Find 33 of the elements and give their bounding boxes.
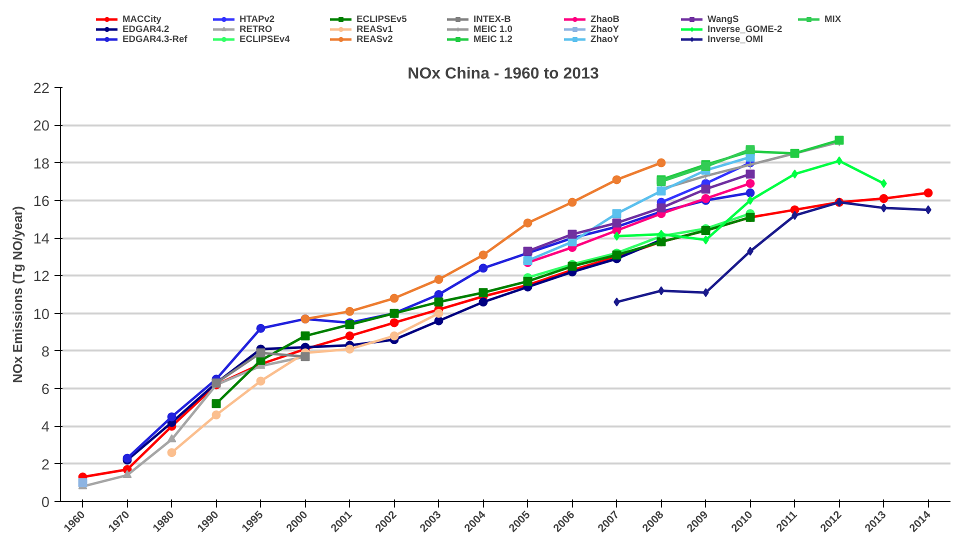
y-tick-label: 6 xyxy=(41,382,50,398)
legend-label: ZhaoY xyxy=(590,34,620,44)
legend-label: MACCity xyxy=(122,14,162,24)
legend-label: EDGAR4.2 xyxy=(122,24,170,34)
legend-label: ZhaoY xyxy=(590,24,620,34)
y-tick-label: 8 xyxy=(41,344,50,360)
y-tick-label: 22 xyxy=(33,81,50,97)
legend-label: REASv2 xyxy=(356,34,394,44)
legend-label: Inverse_OMI xyxy=(708,34,764,44)
legend-label: EDGAR4.3-Ref xyxy=(122,34,188,44)
legend-label: ECLIPSEv4 xyxy=(240,34,291,44)
legend-label: RETRO xyxy=(240,24,274,34)
legend-label: INTEX-B xyxy=(474,14,512,24)
y-tick-label: 16 xyxy=(33,194,50,210)
y-tick-label: 10 xyxy=(33,306,50,323)
legend-label: WangS xyxy=(708,14,740,24)
legend-label: HTAPv2 xyxy=(240,14,276,24)
y-tick-label: 2 xyxy=(41,457,50,474)
y-axis-title: NOx Emissions (Tg NO/year) xyxy=(10,206,26,383)
y-tick-label: 18 xyxy=(33,156,50,172)
y-tick-label: 20 xyxy=(33,118,50,135)
legend-label: MEIC 1.0 xyxy=(474,24,514,34)
legend-label: Inverse_GOME-2 xyxy=(708,24,784,34)
legend-label: REASv1 xyxy=(356,24,394,34)
legend-label: ECLIPSEv5 xyxy=(356,14,408,24)
y-tick-label: 4 xyxy=(41,420,50,436)
legend-label: MEIC 1.2 xyxy=(474,34,514,44)
y-tick-label: 0 xyxy=(41,495,50,511)
legend-label: MIX xyxy=(824,14,842,24)
y-tick-label: 14 xyxy=(33,232,50,248)
chart-title: NOx China - 1960 to 2013 xyxy=(408,66,599,82)
y-tick-label: 12 xyxy=(33,269,50,286)
legend-label: ZhaoB xyxy=(590,14,621,24)
